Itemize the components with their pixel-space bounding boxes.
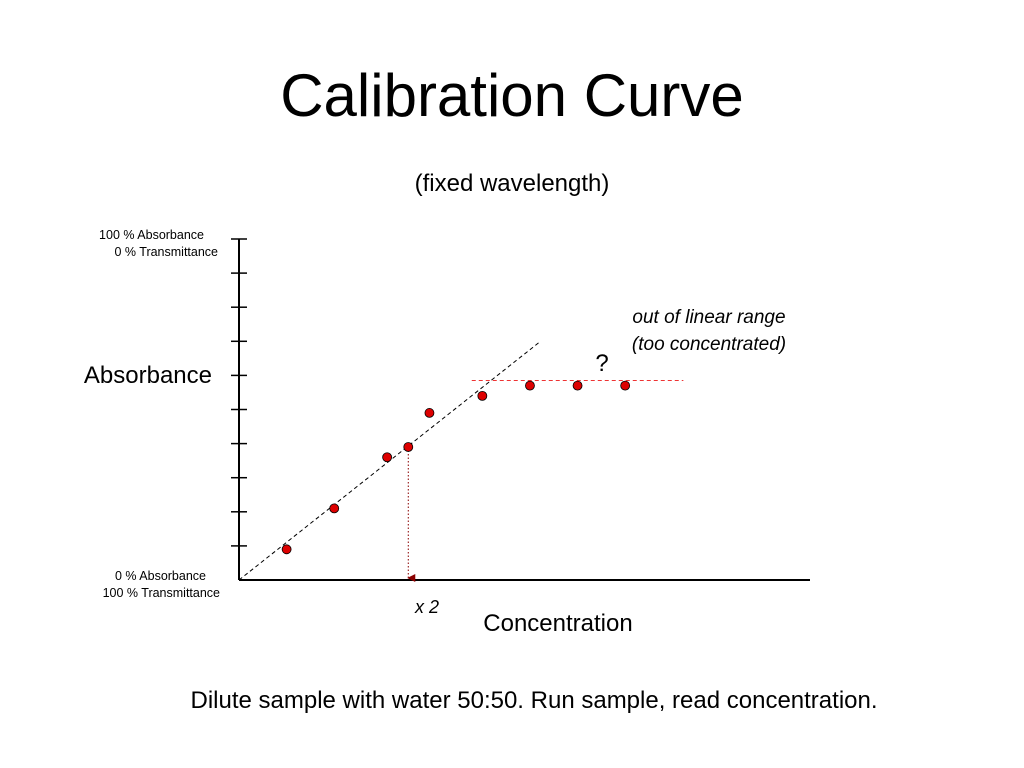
y-axis-top-label-line2: 0 % Transmittance (114, 245, 218, 259)
x-axis-label: Concentration (483, 610, 632, 637)
annotation-question-mark: ? (595, 350, 608, 377)
data-point (281, 544, 292, 555)
data-points (281, 380, 631, 555)
footer-note: Dilute sample with water 50:50. Run samp… (190, 687, 878, 714)
data-point (424, 408, 435, 418)
data-point (403, 442, 414, 452)
axes (238, 239, 810, 581)
data-point (477, 390, 488, 401)
y-axis-label: Absorbance (84, 362, 212, 389)
annotation-x2: x 2 (414, 597, 439, 617)
data-point (525, 380, 535, 391)
y-axis-bottom-label-line2: 100 % Transmittance (103, 586, 220, 600)
annotation-out-of-range-line2: (too concentrated) (632, 334, 786, 355)
y-axis-ticks (231, 238, 247, 547)
y-axis-bottom-label-line1: 0 % Absorbance (115, 569, 206, 583)
data-point (329, 503, 340, 514)
data-point (572, 380, 583, 391)
data-point (382, 452, 393, 463)
data-point (620, 380, 631, 391)
y-axis-top-label-line1: 100 % Absorbance (99, 228, 204, 242)
annotation-out-of-range-line1: out of linear range (632, 307, 785, 328)
slide-subtitle: (fixed wavelength) (414, 170, 610, 197)
slide-title: Calibration Curve (280, 62, 744, 129)
fit-lines (238, 340, 684, 582)
